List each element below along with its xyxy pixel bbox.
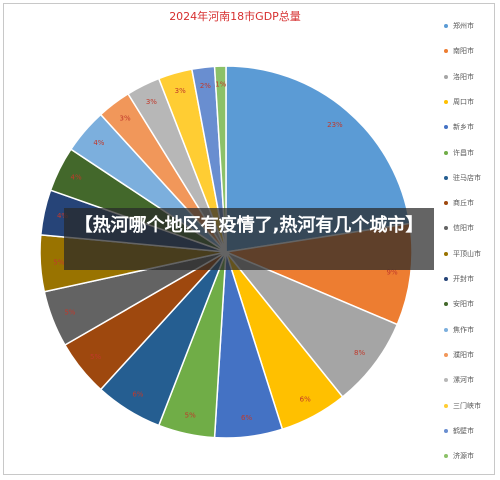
legend-swatch bbox=[444, 24, 448, 28]
legend-item: 济源市 bbox=[444, 450, 474, 462]
legend-label: 漯河市 bbox=[453, 376, 474, 385]
slice-data-label: 5% bbox=[90, 353, 101, 361]
legend-item: 洛阳市 bbox=[444, 71, 474, 83]
slice-data-label: 4% bbox=[93, 139, 104, 147]
legend-item: 濮阳市 bbox=[444, 349, 474, 361]
slice-data-label: 2% bbox=[200, 82, 211, 90]
legend-label: 焦作市 bbox=[453, 325, 474, 334]
legend-item: 鹤壁市 bbox=[444, 425, 474, 437]
legend-label: 鹤壁市 bbox=[453, 426, 474, 435]
legend-item: 周口市 bbox=[444, 96, 474, 108]
legend-label: 濮阳市 bbox=[453, 350, 474, 359]
slice-data-label: 5% bbox=[53, 258, 64, 266]
legend-swatch bbox=[444, 201, 448, 206]
legend-swatch bbox=[444, 125, 448, 130]
legend-label: 南阳市 bbox=[453, 47, 474, 56]
legend-item: 南阳市 bbox=[444, 45, 474, 57]
legend-swatch bbox=[444, 428, 448, 433]
slice-data-label: 3% bbox=[146, 98, 157, 106]
legend-item: 安阳市 bbox=[444, 298, 474, 310]
legend-item: 驻马店市 bbox=[444, 172, 481, 184]
legend-label: 信阳市 bbox=[453, 224, 474, 233]
slice-data-label: 4% bbox=[71, 173, 82, 181]
slice-data-label: 8% bbox=[354, 349, 365, 357]
slice-data-label: 6% bbox=[241, 414, 252, 422]
pie-slice-3 bbox=[225, 251, 399, 398]
legend-item: 商丘市 bbox=[444, 197, 474, 209]
slice-data-label: 9% bbox=[387, 269, 398, 277]
legend-swatch bbox=[444, 302, 448, 307]
legend-swatch bbox=[444, 150, 448, 155]
legend-label: 洛阳市 bbox=[453, 72, 474, 81]
legend-swatch bbox=[444, 403, 448, 408]
legend-swatch bbox=[444, 49, 448, 54]
legend-label: 平顶山市 bbox=[453, 249, 481, 258]
slice-data-label: 1% bbox=[215, 81, 226, 89]
legend-item: 许昌市 bbox=[444, 147, 474, 159]
legend-item: 新乡市 bbox=[444, 121, 474, 133]
legend-swatch bbox=[444, 99, 448, 104]
legend-label: 郑州市 bbox=[453, 22, 474, 30]
legend-item: 漯河市 bbox=[444, 374, 474, 386]
pie-slice-18 bbox=[213, 65, 227, 253]
legend-label: 周口市 bbox=[453, 97, 474, 106]
slice-data-label: 3% bbox=[175, 87, 186, 95]
pie-slice-1 bbox=[225, 65, 411, 253]
legend-swatch bbox=[444, 277, 448, 281]
legend-swatch bbox=[444, 226, 448, 231]
legend-swatch bbox=[444, 378, 448, 383]
legend-item: 信阳市 bbox=[444, 222, 474, 234]
legend-label: 安阳市 bbox=[453, 300, 474, 309]
slice-data-label: 5% bbox=[185, 412, 196, 420]
slice-data-label: 23% bbox=[327, 121, 343, 129]
slice-data-label: 5% bbox=[64, 309, 75, 317]
legend-label: 驻马店市 bbox=[453, 173, 481, 182]
legend-item: 焦作市 bbox=[444, 324, 474, 336]
legend-swatch bbox=[444, 74, 448, 79]
legend-item: 郑州市 bbox=[444, 20, 474, 32]
slice-data-label: 6% bbox=[300, 396, 311, 404]
legend-item: 三门峡市 bbox=[444, 400, 481, 412]
legend-label: 济源市 bbox=[453, 452, 474, 461]
legend-label: 开封市 bbox=[453, 275, 474, 283]
overlay-caption: 【热河哪个地区有疫情了,热河有几个城市】 bbox=[64, 208, 434, 270]
slice-data-label: 3% bbox=[120, 114, 131, 122]
legend-label: 三门峡市 bbox=[453, 401, 481, 410]
chart-title: 2024年河南18市GDP总量 bbox=[169, 10, 301, 23]
slice-data-label: 6% bbox=[132, 390, 143, 398]
legend-label: 新乡市 bbox=[453, 123, 474, 132]
slice-data-label: 4% bbox=[57, 212, 68, 220]
legend-item: 开封市 bbox=[444, 273, 474, 285]
legend-swatch bbox=[444, 327, 448, 332]
legend-swatch bbox=[444, 454, 448, 459]
legend-label: 商丘市 bbox=[453, 199, 474, 208]
legend-item: 平顶山市 bbox=[444, 248, 481, 260]
legend-swatch bbox=[444, 251, 448, 256]
legend-swatch bbox=[444, 175, 448, 180]
legend-swatch bbox=[444, 352, 448, 357]
legend-label: 许昌市 bbox=[453, 148, 474, 157]
